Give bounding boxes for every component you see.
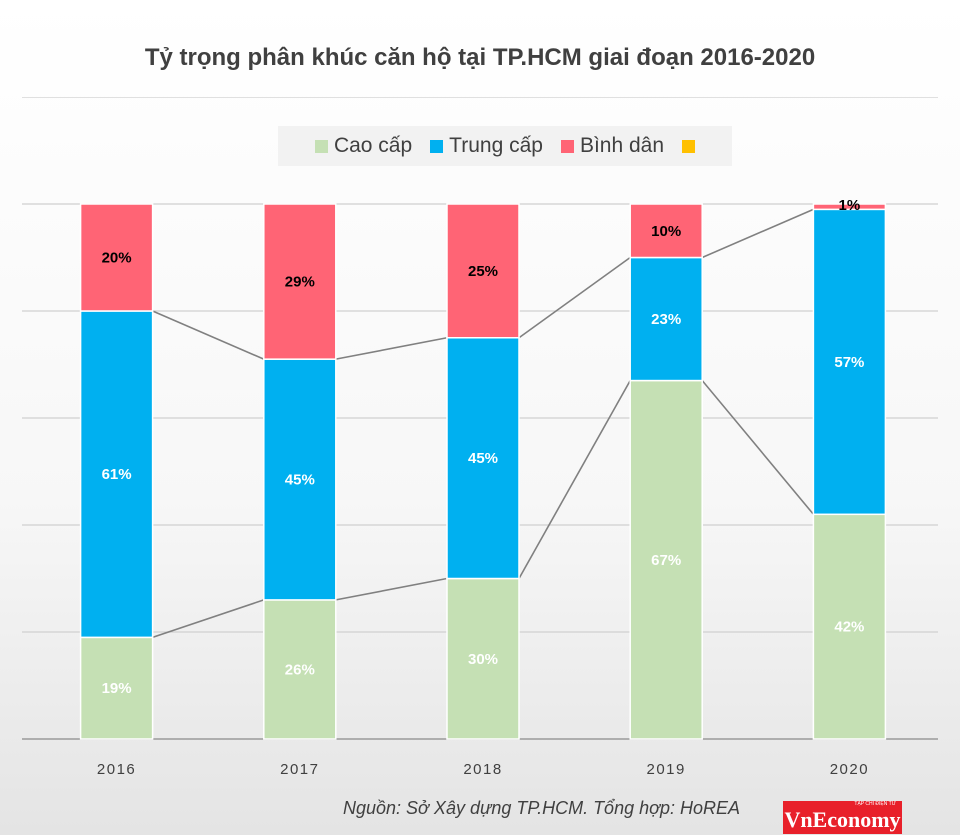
data-label: 1% — [839, 197, 861, 214]
data-label: 57% — [834, 354, 864, 371]
bar-segment — [629, 256, 703, 382]
series-line — [518, 380, 631, 579]
bar-segment — [812, 203, 887, 211]
series-line — [152, 599, 265, 639]
data-label: 10% — [651, 223, 681, 240]
legend-swatch — [682, 139, 696, 153]
bar-segment — [263, 358, 337, 601]
series-line — [701, 208, 814, 259]
data-label: 20% — [102, 250, 132, 267]
legend-swatch — [430, 139, 444, 153]
bar-segment — [629, 379, 703, 740]
legend-label: Trung cấp — [449, 134, 543, 157]
bar-segment — [812, 513, 887, 740]
bar-segment — [446, 203, 520, 339]
legend-swatch — [560, 139, 574, 153]
bar-segment — [812, 208, 887, 516]
chart-title: Tỷ trọng phân khúc căn hộ tại TP.HCM gia… — [144, 44, 816, 71]
legend-item-empty — [682, 139, 696, 153]
x-tick-label: 2016 — [97, 761, 136, 778]
x-tick-label: 2018 — [463, 761, 502, 778]
data-label: 45% — [285, 472, 315, 489]
data-label: 42% — [834, 619, 864, 636]
series-line — [335, 577, 448, 601]
logo-text: VnEconomy — [784, 807, 901, 832]
series-line — [518, 256, 631, 339]
data-label: 45% — [468, 450, 498, 467]
series-line — [335, 336, 448, 360]
bar-segment — [263, 599, 337, 740]
data-label: 61% — [102, 466, 132, 483]
vneconomy-logo: TẠP CHÍ ĐIỆN TỬ VnEconomy — [783, 801, 902, 834]
bar-segment — [263, 203, 337, 360]
divider — [22, 97, 938, 98]
series-line — [701, 380, 815, 515]
legend-item-cao-cap: Cao cấp — [314, 134, 413, 158]
logo-tagline: TẠP CHÍ ĐIỆN TỬ — [854, 801, 896, 807]
legend-item-binh-dan: Bình dân — [560, 134, 665, 158]
legend-item-trung-cap: Trung cấp — [430, 134, 543, 158]
bar-segment — [79, 203, 154, 312]
x-tick-label: 2020 — [830, 761, 869, 778]
bar-segment — [446, 337, 520, 580]
legend-label: Bình dân — [579, 134, 665, 157]
bar-segment — [79, 310, 154, 639]
data-label: 23% — [651, 311, 681, 328]
x-tick-label: 2017 — [280, 761, 319, 778]
data-label: 67% — [651, 552, 681, 569]
data-label: 19% — [102, 680, 132, 697]
data-label: 25% — [468, 263, 498, 280]
data-label: 29% — [285, 274, 315, 291]
data-label: 30% — [468, 651, 498, 668]
data-label: 26% — [285, 661, 315, 678]
bar-segment — [446, 577, 520, 740]
x-tick-label: 2019 — [647, 761, 686, 778]
series-line — [152, 310, 265, 360]
bar-segment — [629, 203, 703, 259]
legend: Cao cấp Trung cấp Bình dân — [278, 126, 732, 166]
source-note: Nguồn: Sở Xây dựng TP.HCM. Tổng hợp: HoR… — [343, 798, 741, 818]
legend-label: Cao cấp — [333, 134, 413, 157]
legend-swatch — [314, 139, 328, 153]
